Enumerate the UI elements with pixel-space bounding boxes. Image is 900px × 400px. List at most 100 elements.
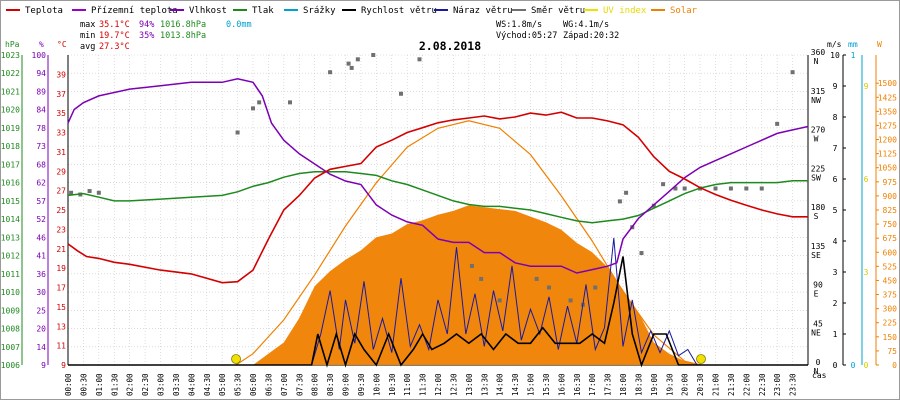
direction-tick-degrees: 45 <box>813 319 823 328</box>
solar-tick-label: 1125 <box>878 150 897 159</box>
stats-avg-temp: 27.3°C <box>99 42 130 52</box>
temperature-tick-label: 17 <box>56 284 66 293</box>
wind-direction-point <box>251 106 255 111</box>
wind-direction-point <box>534 276 539 281</box>
pressure-tick-label: 1011 <box>1 270 20 279</box>
x-axis-unit: čas <box>812 370 827 380</box>
legend-rain: Srážky <box>303 6 336 16</box>
wind-direction-point <box>547 285 551 290</box>
solar-tick-label: 1500 <box>878 79 897 88</box>
legend-wind-gust: Náraz větru <box>453 6 513 16</box>
x-tick-label: 21:30 <box>727 373 736 396</box>
x-tick-label: 17:30 <box>604 373 613 396</box>
wind-direction-point <box>497 298 502 303</box>
direction-tick-degrees: 270 <box>811 126 826 135</box>
wind-direction-point <box>759 186 764 191</box>
stats-max-hum: 94% <box>139 20 154 30</box>
chart-date: 2.08.2018 <box>419 39 481 53</box>
temperature-tick-label: 25 <box>56 206 66 215</box>
humidity-tick-label: 89 <box>36 87 46 96</box>
stats-min-label: min <box>80 31 95 41</box>
x-tick-label: 08:00 <box>311 373 320 396</box>
temperature-tick-label: 15 <box>56 303 66 312</box>
legend-ground-temp: Přízemní teplota <box>91 6 178 16</box>
humidity-tick-label: 20 <box>36 325 46 334</box>
x-tick-label: 20:00 <box>681 373 690 396</box>
wind-tick-label: 2 <box>833 299 838 308</box>
pressure-tick-label: 1015 <box>1 197 20 206</box>
wind-tick-label: 10 <box>830 51 840 60</box>
wind-direction-point <box>617 199 622 204</box>
stats-max-label: max <box>80 20 95 30</box>
sunset-marker <box>696 354 706 364</box>
x-tick-label: 12:00 <box>434 373 443 396</box>
solar-tick-label: 1275 <box>878 121 897 130</box>
pressure-tick-label: 1022 <box>1 69 20 78</box>
stats-sunrise: Východ:05:27 <box>496 31 557 41</box>
wind-direction-point <box>257 100 262 105</box>
x-tick-label: 19:30 <box>665 373 674 396</box>
pressure-tick-label: 1021 <box>1 87 20 96</box>
humidity-tick-label: 41 <box>36 252 46 261</box>
x-tick-label: 18:00 <box>619 373 628 396</box>
pressure-tick-label: 1014 <box>1 215 20 224</box>
pressure-tick-label: 1020 <box>1 106 20 115</box>
direction-tick-degrees: 315 <box>811 87 826 96</box>
direction-tick-compass: NE <box>811 328 821 337</box>
x-tick-label: 03:00 <box>157 373 166 396</box>
humidity-tick-label: 52 <box>36 215 46 224</box>
x-tick-label: 09:30 <box>357 373 366 396</box>
x-tick-label: 23:30 <box>789 373 798 396</box>
temperature-tick-label: 35 <box>56 109 66 118</box>
rain-unit: mm <box>848 40 858 49</box>
x-tick-label: 14:00 <box>496 373 505 396</box>
pressure-unit: hPa <box>5 40 20 49</box>
humidity-line <box>67 78 809 274</box>
humidity-tick-label: 73 <box>36 142 46 151</box>
legend-humidity: Vlhkost <box>189 6 227 16</box>
stats-max-temp: 35.1°C <box>99 20 130 30</box>
series-layer <box>67 53 809 368</box>
wind-unit: m/s <box>827 40 842 49</box>
uv-tick-label: 3 <box>864 268 869 277</box>
x-tick-label: 09:00 <box>342 373 351 396</box>
wind-direction-point <box>713 186 718 191</box>
wind-tick-label: 8 <box>833 113 838 122</box>
direction-tick-degrees: 135 <box>811 242 826 251</box>
humidity-tick-label: 25 <box>36 306 46 315</box>
solar-tick-label: 975 <box>883 178 898 187</box>
humidity-tick-label: 68 <box>36 160 46 169</box>
solar-tick-label: 300 <box>883 305 898 314</box>
wind-direction-point <box>288 100 292 105</box>
wind-direction-point <box>96 190 101 195</box>
wind-tick-label: 5 <box>833 206 838 215</box>
x-tick-label: 19:00 <box>650 373 659 396</box>
humidity-tick-label: 30 <box>36 288 46 297</box>
wind-tick-label: 1 <box>833 330 838 339</box>
direction-tick-compass: SW <box>811 173 821 182</box>
solar-tick-label: 1050 <box>878 164 897 173</box>
pressure-tick-label: 1016 <box>1 179 20 188</box>
wind-direction-point <box>673 186 678 191</box>
temperature-tick-label: 29 <box>56 167 66 176</box>
stats-avg-label: avg <box>80 42 95 52</box>
pressure-tick-label: 1013 <box>1 233 20 242</box>
x-tick-label: 14:30 <box>511 373 520 396</box>
wind-direction-point <box>399 91 403 96</box>
x-tick-label: 11:00 <box>403 373 412 396</box>
x-tick-label: 03:30 <box>172 373 181 396</box>
solar-tick-label: 825 <box>883 206 898 215</box>
humidity-tick-label: 84 <box>36 106 46 115</box>
uv-tick-label: 6 <box>864 175 869 184</box>
x-tick-label: 18:30 <box>634 373 643 396</box>
temperature-tick-label: 27 <box>56 187 66 196</box>
temperature-tick-label: 9 <box>61 361 66 370</box>
right-axes: 0N45NE90E135SE180S225SW270W315NW360N0123… <box>811 48 897 376</box>
wind-direction-point <box>355 57 360 62</box>
direction-tick-compass: SE <box>811 251 821 260</box>
solar-tick-label: 600 <box>883 248 898 257</box>
wind-tick-label: 9 <box>833 82 838 91</box>
temperature-tick-label: 33 <box>56 129 66 138</box>
x-tick-label: 23:00 <box>773 373 782 396</box>
humidity-tick-label: 46 <box>36 233 46 242</box>
